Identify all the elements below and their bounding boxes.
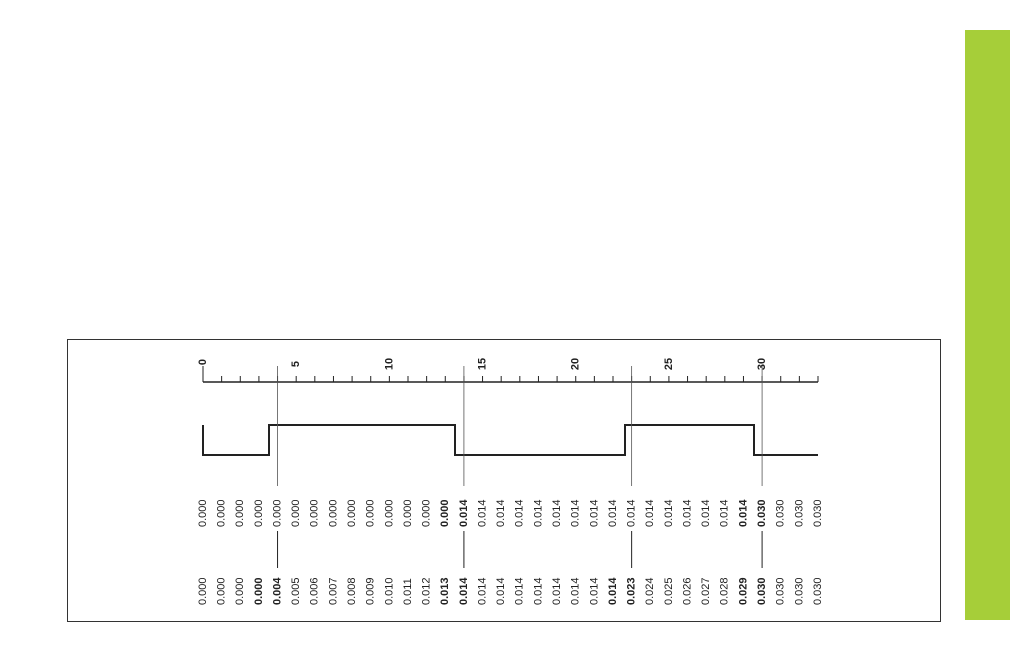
value-label: 0.014 — [681, 499, 693, 527]
ruler-label: 20 — [570, 358, 582, 370]
value-label: 0.014 — [570, 499, 582, 527]
ruler-label: 25 — [663, 358, 675, 370]
value-label: 0.030 — [793, 577, 805, 605]
value-label: 0.014 — [495, 577, 507, 605]
ruler-label: 0 — [197, 359, 209, 365]
frame — [67, 339, 941, 622]
value-label: 0.014 — [570, 577, 582, 605]
value-label: 0.014 — [551, 499, 563, 527]
value-label: 0.000 — [271, 499, 283, 527]
value-label: 0.014 — [551, 577, 563, 605]
value-label: 0.000 — [327, 499, 339, 527]
value-label: 0.023 — [626, 577, 638, 605]
value-label: 0.000 — [216, 577, 228, 605]
value-label: 0.000 — [234, 499, 246, 527]
value-label: 0.000 — [439, 499, 451, 527]
value-label: 0.014 — [458, 499, 470, 527]
value-label: 0.000 — [346, 499, 358, 527]
value-label: 0.030 — [793, 499, 805, 527]
value-label: 0.000 — [234, 577, 246, 605]
value-label: 0.014 — [458, 577, 470, 605]
side-bar — [965, 30, 1010, 620]
value-label: 0.028 — [719, 577, 731, 605]
value-label: 0.000 — [365, 499, 377, 527]
value-label: 0.030 — [812, 577, 824, 605]
value-label: 0.014 — [476, 577, 488, 605]
value-label: 0.030 — [756, 577, 768, 605]
value-label: 0.006 — [309, 577, 321, 605]
value-label: 0.011 — [402, 578, 414, 605]
value-label: 0.014 — [514, 499, 526, 527]
value-label: 0.024 — [644, 577, 656, 605]
value-label: 0.014 — [532, 577, 544, 605]
value-label: 0.029 — [737, 577, 749, 605]
value-label: 0.026 — [681, 577, 693, 605]
value-label: 0.004 — [271, 577, 283, 605]
value-label: 0.014 — [700, 499, 712, 527]
ruler-label: 5 — [290, 361, 302, 367]
value-label: 0.014 — [737, 499, 749, 527]
ruler-label: 10 — [383, 358, 395, 370]
value-label: 0.014 — [607, 577, 619, 605]
value-label: 0.014 — [719, 499, 731, 527]
value-label: 0.014 — [663, 499, 675, 527]
value-label: 0.014 — [588, 577, 600, 605]
ruler-label: 30 — [756, 358, 768, 370]
ruler-label: 15 — [476, 358, 488, 370]
value-label: 0.000 — [383, 499, 395, 527]
value-label: 0.030 — [775, 499, 787, 527]
value-label: 0.025 — [663, 577, 675, 605]
value-label: 0.000 — [197, 577, 209, 605]
value-label: 0.000 — [197, 499, 209, 527]
waveform — [202, 424, 818, 456]
value-label: 0.030 — [756, 499, 768, 527]
value-label: 0.014 — [495, 499, 507, 527]
value-label: 0.000 — [402, 499, 414, 527]
value-label: 0.013 — [439, 577, 451, 605]
value-label: 0.014 — [626, 499, 638, 527]
value-label: 0.000 — [309, 499, 321, 527]
value-label: 0.000 — [216, 499, 228, 527]
value-label: 0.000 — [253, 499, 265, 527]
value-label: 0.030 — [775, 577, 787, 605]
value-label: 0.014 — [532, 499, 544, 527]
value-label: 0.007 — [327, 577, 339, 605]
value-label: 0.014 — [588, 499, 600, 527]
value-label: 0.012 — [421, 577, 433, 605]
value-label: 0.000 — [421, 499, 433, 527]
value-label: 0.014 — [607, 499, 619, 527]
value-label: 0.000 — [290, 499, 302, 527]
value-label: 0.014 — [476, 499, 488, 527]
value-label: 0.010 — [383, 577, 395, 605]
value-label: 0.009 — [365, 577, 377, 605]
value-label: 0.008 — [346, 577, 358, 605]
value-label: 0.027 — [700, 577, 712, 605]
value-label: 0.030 — [812, 499, 824, 527]
value-label: 0.005 — [290, 577, 302, 605]
value-label: 0.014 — [514, 577, 526, 605]
value-label: 0.000 — [253, 577, 265, 605]
value-label: 0.014 — [644, 499, 656, 527]
